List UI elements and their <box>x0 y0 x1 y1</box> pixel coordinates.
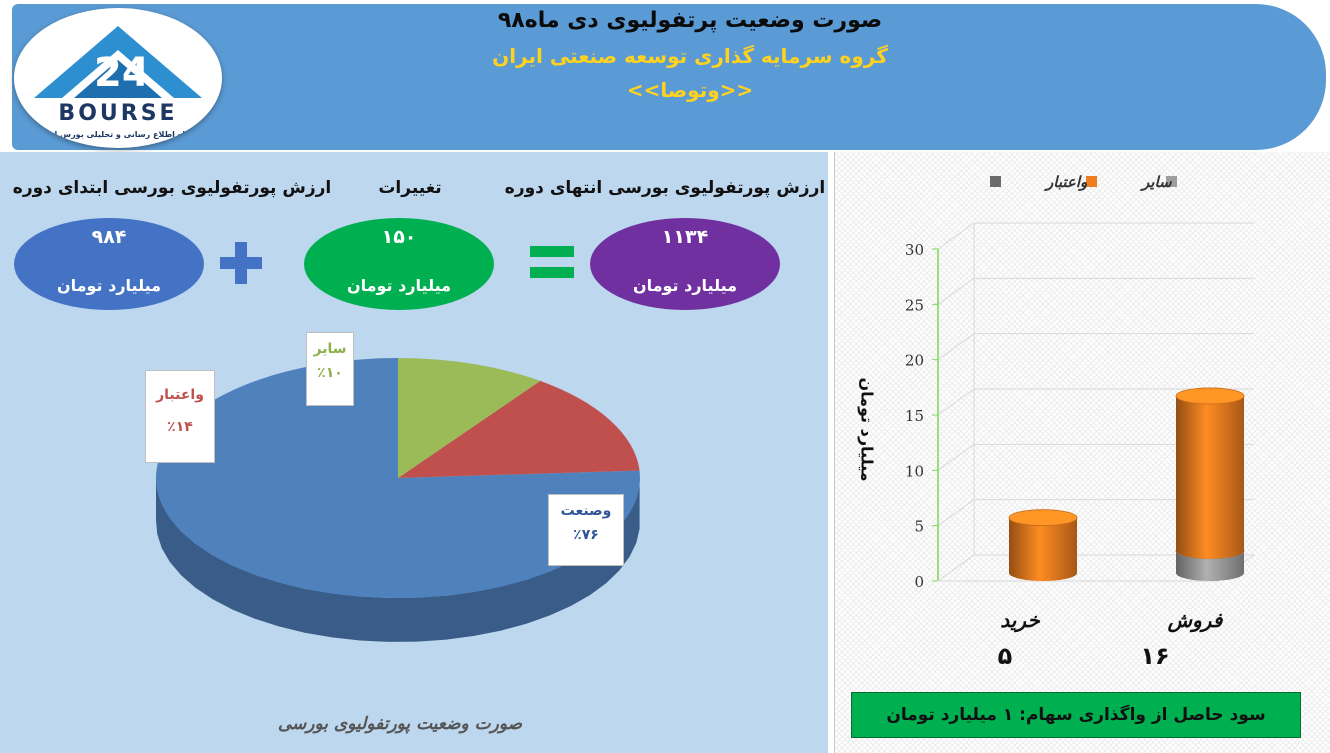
change-unit: میلیارد تومان <box>346 276 452 295</box>
pie-slice-2 <box>398 357 541 478</box>
category-label-sell: فروش <box>1167 608 1223 632</box>
legend-label: سایر <box>1140 173 1173 191</box>
end-value-label: ارزش پورتفولیوی بورسی انتهای دوره <box>504 178 826 198</box>
company-symbol: <<وتوصا>> <box>626 78 754 102</box>
pie-label-sayer: سایر ٪۱۰ <box>306 332 354 406</box>
change-value-oval: ۱۵۰ میلیارد تومان <box>304 218 494 310</box>
bar-segment-0-1 <box>1008 509 1078 581</box>
svg-text:24: 24 <box>94 50 150 96</box>
page-subtitle: گروه سرمایه گذاری توسعه صنعتی ایران <box>492 44 888 68</box>
category-total-buy: ۵ <box>997 642 1013 670</box>
y-axis-label: میلیارد تومان <box>857 377 877 482</box>
legend-label: واعتبار <box>1044 173 1088 191</box>
y-tick-label: 25 <box>905 296 924 314</box>
end-value: ۱۱۳۴ <box>661 226 709 248</box>
pie-label-name: وصنعت <box>560 503 612 519</box>
pie-label-percent: ٪۱۰ <box>317 365 343 381</box>
bourse-logo: 24 BOURSE پایگاه اطلاع رسانی و تحلیلی بو… <box>14 8 222 148</box>
category-label-buy: خرید <box>1000 608 1040 632</box>
y-tick-label: 10 <box>905 462 924 480</box>
pie-label-name: واعتبار <box>156 387 204 403</box>
start-value-oval: ۹۸۴ میلیارد تومان <box>14 218 204 310</box>
grid-connector <box>937 443 975 471</box>
category-total-sell: ۱۶ <box>1140 642 1170 670</box>
page-title: صورت وضعیت پرتفولیوی دی ماه۹۸ <box>497 8 883 33</box>
pie-label-sanat: وصنعت ٪۷۶ <box>548 494 624 566</box>
grid-connector <box>937 388 975 416</box>
change-value-label: تغییرات <box>378 178 442 198</box>
pie-caption: صورت وضعیت پورتفولیوی بورسی <box>277 714 523 734</box>
grid-connector <box>937 333 975 361</box>
end-unit: میلیارد تومان <box>632 276 738 295</box>
trading-chart-panel <box>834 152 1330 753</box>
bar-segment-1-1 <box>1175 387 1245 559</box>
start-value-label: ارزش پورتفولیوی بورسی ابتدای دوره <box>12 178 332 198</box>
pie-label-percent: ٪۷۶ <box>573 527 599 543</box>
profit-note: سود حاصل از واگذاری سهام: ۱ میلیارد توما… <box>851 692 1301 738</box>
pie-slice-0 <box>155 358 640 598</box>
grid-connector <box>937 499 975 527</box>
chart-legend: وصنعتسایرواعتبار <box>990 173 1177 191</box>
end-value-oval: ۱۱۳۴ میلیارد تومان <box>590 218 780 310</box>
y-tick-label: 5 <box>914 518 924 536</box>
grid-connector <box>937 277 975 305</box>
y-tick-label: 20 <box>905 352 924 370</box>
legend-swatch <box>1166 176 1177 187</box>
y-tick-label: 0 <box>914 573 924 591</box>
start-unit: میلیارد تومان <box>56 276 162 295</box>
logo-mark-icon: 24 <box>34 26 202 98</box>
logo-caption: پایگاه اطلاع رسانی و تحلیلی بورس ایران <box>36 130 200 139</box>
equals-icon <box>530 246 574 278</box>
portfolio-pie-chart <box>155 357 640 642</box>
pie-slice-1 <box>398 380 640 478</box>
change-value: ۱۵۰ <box>381 226 417 248</box>
logo-word: BOURSE <box>58 101 178 126</box>
pie-label-percent: ٪۱۴ <box>167 419 193 435</box>
grid-connector <box>937 222 975 250</box>
chart-floor <box>936 554 1256 582</box>
y-tick-label: 15 <box>905 407 924 425</box>
pie-label-etebar: واعتبار ٪۱۴ <box>145 370 215 463</box>
plus-icon <box>220 242 262 284</box>
pie-side-0 <box>156 475 640 642</box>
pie-label-name: سایر <box>313 341 347 357</box>
legend-swatch <box>990 176 1001 187</box>
header-banner <box>12 4 1326 150</box>
start-value: ۹۸۴ <box>91 226 127 248</box>
y-tick-label: 30 <box>905 241 924 259</box>
legend-swatch <box>1086 176 1097 187</box>
